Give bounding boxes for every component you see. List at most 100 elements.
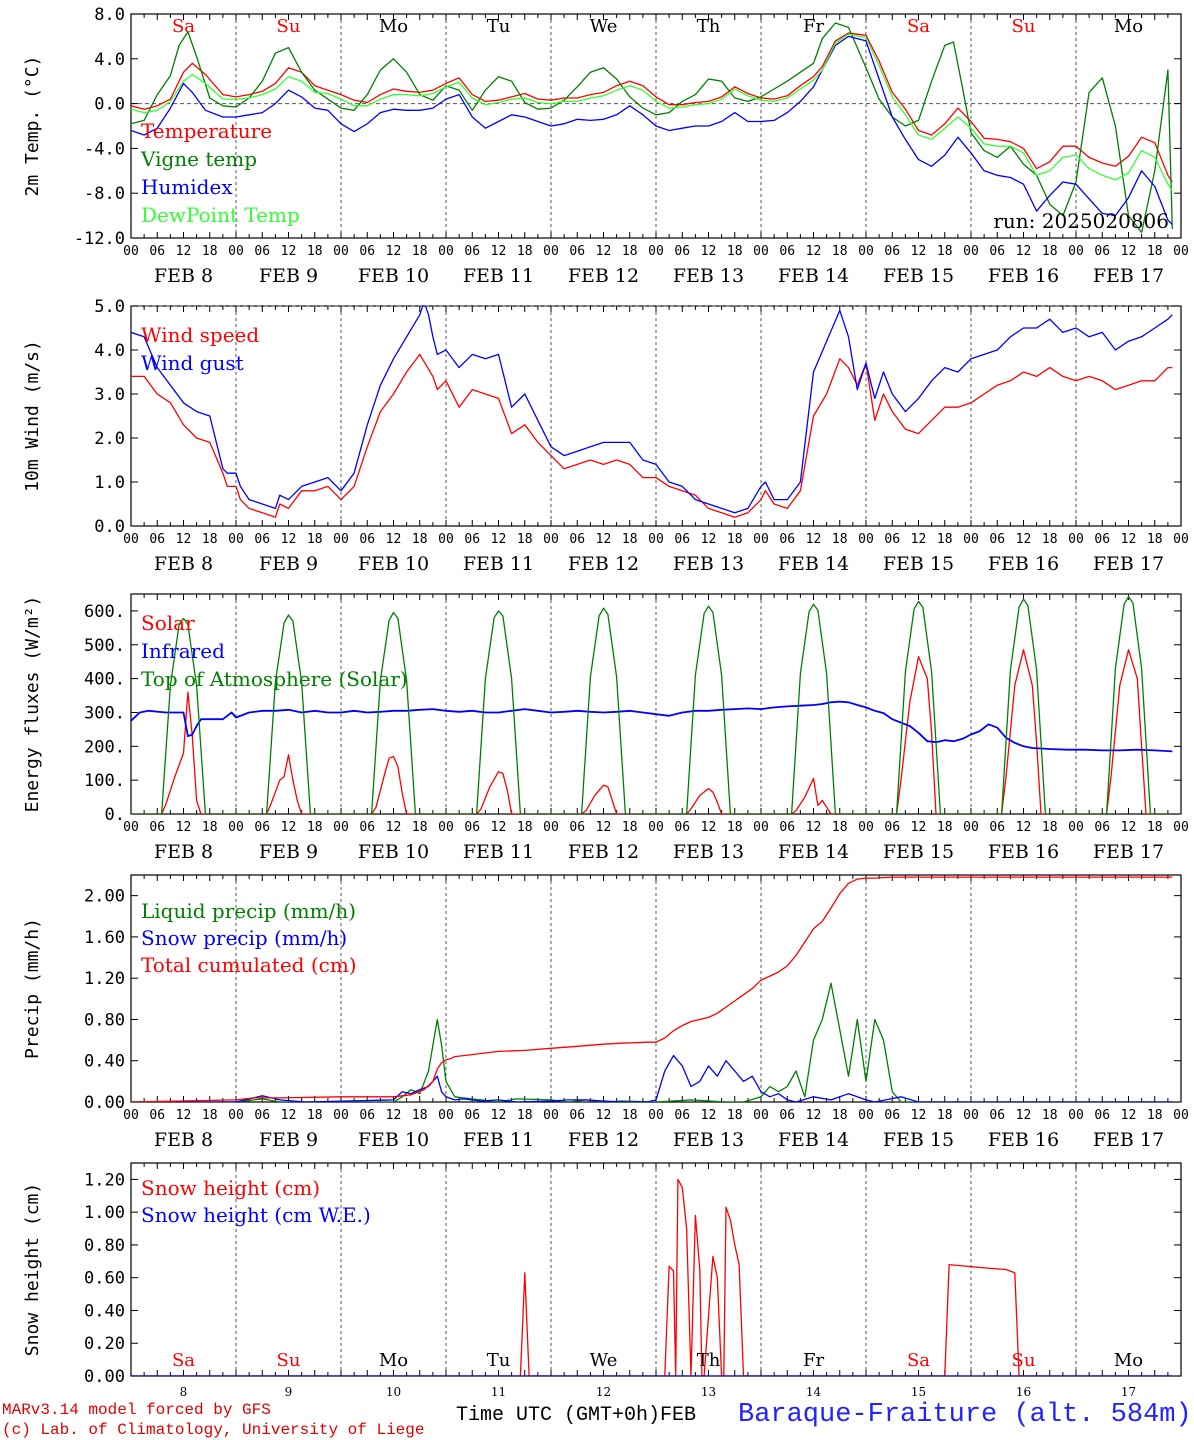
- y-tick-label: 4.0: [94, 341, 125, 361]
- model-credit: MARv3.14 model forced by GFS: [2, 1401, 271, 1419]
- y-tick-label: 5.0: [94, 297, 125, 317]
- hour-tick-label: 00: [858, 1108, 874, 1123]
- station-name: Baraque-Fraiture (alt. 584m): [738, 1400, 1192, 1430]
- panel-wind: 5.0 4.0 3.0 2.0 1.0 0.0 10m Wind (m/s) 00 06 12 18…: [22, 297, 1189, 575]
- hour-tick-label: 18: [1147, 244, 1163, 259]
- hour-tick-label: 00: [123, 1108, 139, 1123]
- legend-entry: Snow precip (mm/h): [141, 926, 347, 950]
- y-tick-label: 1.00: [84, 1203, 125, 1223]
- hour-tick-label: 18: [517, 244, 533, 259]
- weekday-label: Mo: [379, 1350, 408, 1371]
- hour-tick-label: 00: [963, 532, 979, 547]
- hour-tick-label: 18: [1147, 820, 1163, 835]
- hour-tick-label: 00: [963, 1108, 979, 1123]
- weekday-label: Su: [277, 1350, 301, 1371]
- y-tick-label: 100.: [84, 771, 125, 791]
- series-group: [131, 1178, 1173, 1376]
- date-label: FEB 16: [988, 265, 1059, 287]
- hour-tick-label: 00: [648, 244, 664, 259]
- hour-tick-label: 18: [937, 532, 953, 547]
- hour-tick-label: 18: [832, 244, 848, 259]
- date-label: FEB 17: [1093, 841, 1164, 863]
- hour-tick-label: 06: [149, 532, 165, 547]
- y-axis-label: Precip (mm/h): [22, 918, 43, 1059]
- hour-tick-label: 00: [438, 532, 454, 547]
- hour-tick-label: 06: [254, 1108, 270, 1123]
- hour-tick-label: 00: [333, 1108, 349, 1123]
- hour-tick-label: 00: [858, 244, 874, 259]
- y-tick-label: 0.0: [94, 95, 125, 115]
- y-tick-label: 0.00: [84, 1093, 125, 1113]
- hour-tick-label: 12: [1121, 532, 1137, 547]
- date-label: FEB 13: [673, 841, 744, 863]
- weekday-label: Th: [697, 16, 721, 37]
- series-line-wind-gust: [131, 306, 1173, 514]
- hour-tick-label: 06: [989, 820, 1005, 835]
- hour-tick-label: 12: [806, 1108, 822, 1123]
- date-label: FEB 12: [568, 841, 639, 863]
- hour-tick-label: 12: [1121, 820, 1137, 835]
- hour-tick-label: 18: [727, 532, 743, 547]
- hour-tick-label: 06: [989, 244, 1005, 259]
- date-label: FEB 8: [154, 553, 213, 575]
- hour-tick-label: 06: [569, 532, 585, 547]
- y-tick-label: 4.0: [94, 50, 125, 70]
- date-label: FEB 15: [883, 1129, 954, 1151]
- hour-tick-label: 12: [806, 820, 822, 835]
- date-label: FEB 10: [358, 841, 429, 863]
- hour-tick-label: 12: [176, 532, 192, 547]
- y-tick-label: 300.: [84, 703, 125, 723]
- day-number-label: 13: [701, 1385, 716, 1399]
- hour-tick-label: 00: [123, 820, 139, 835]
- hour-tick-label: 06: [779, 244, 795, 259]
- y-axis-label: 2m Temp. (°C): [22, 56, 43, 197]
- hour-tick-label: 06: [464, 1108, 480, 1123]
- hour-tick-label: 18: [727, 244, 743, 259]
- hour-tick-label: 12: [1016, 244, 1032, 259]
- hour-tick-label: 12: [806, 532, 822, 547]
- hour-tick-label: 06: [884, 244, 900, 259]
- hour-tick-label: 18: [937, 820, 953, 835]
- hour-tick-label: 06: [1094, 820, 1110, 835]
- y-tick-label: 1.0: [94, 473, 125, 493]
- date-label: FEB 8: [154, 265, 213, 287]
- hour-tick-label: 18: [1042, 820, 1058, 835]
- series-line-solar: [131, 649, 1173, 814]
- hour-tick-label: 18: [1147, 532, 1163, 547]
- hour-tick-label: 00: [438, 820, 454, 835]
- series-line-vigne-temp: [131, 22, 1173, 234]
- hour-tick-label: 00: [648, 820, 664, 835]
- hour-tick-label: 12: [281, 532, 297, 547]
- hour-tick-label: 00: [858, 820, 874, 835]
- date-label: FEB 9: [259, 265, 318, 287]
- hour-tick-label: 18: [517, 1108, 533, 1123]
- y-axis-label: Snow height (cm): [22, 1183, 43, 1356]
- hour-tick-label: 18: [1042, 1108, 1058, 1123]
- hour-tick-label: 18: [1042, 532, 1058, 547]
- weekday-label: Sa: [907, 1350, 930, 1371]
- hour-tick-label: 18: [1042, 244, 1058, 259]
- x-axis-title: Time UTC (GMT+0h): [456, 1404, 661, 1427]
- hour-tick-label: 00: [858, 532, 874, 547]
- day-number-label: 10: [386, 1385, 401, 1399]
- hour-tick-label: 12: [1016, 1108, 1032, 1123]
- hour-tick-label: 12: [281, 1108, 297, 1123]
- series-group: [131, 596, 1173, 814]
- weekday-label: Mo: [379, 16, 408, 37]
- day-number-label: 12: [596, 1385, 611, 1399]
- legend-entry: Wind gust: [141, 351, 244, 375]
- hour-tick-label: 12: [176, 1108, 192, 1123]
- run-annotation: run: 2025020806: [993, 209, 1169, 233]
- hour-tick-label: 00: [438, 244, 454, 259]
- hour-tick-label: 00: [1173, 1108, 1189, 1123]
- hour-tick-label: 18: [622, 532, 638, 547]
- hour-tick-label: 12: [911, 532, 927, 547]
- hour-tick-label: 12: [176, 244, 192, 259]
- y-tick-label: 8.0: [94, 5, 125, 25]
- series-group: [131, 22, 1173, 234]
- hour-tick-label: 18: [832, 532, 848, 547]
- hour-tick-label: 00: [333, 820, 349, 835]
- hour-tick-label: 00: [963, 820, 979, 835]
- day-number-label: 9: [285, 1385, 293, 1399]
- y-tick-label: 2.0: [94, 429, 125, 449]
